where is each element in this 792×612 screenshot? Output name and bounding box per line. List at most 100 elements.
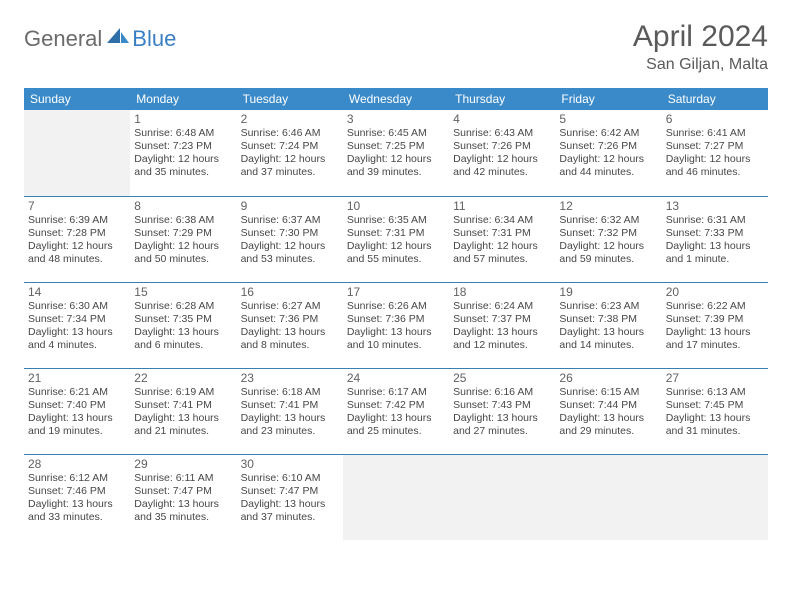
day-details: Sunrise: 6:48 AMSunset: 7:23 PMDaylight:…	[134, 127, 232, 180]
day-details: Sunrise: 6:18 AMSunset: 7:41 PMDaylight:…	[241, 386, 339, 439]
day-details: Sunrise: 6:39 AMSunset: 7:28 PMDaylight:…	[28, 214, 126, 267]
calendar-row: 28Sunrise: 6:12 AMSunset: 7:46 PMDayligh…	[24, 454, 768, 540]
empty-cell	[24, 110, 130, 196]
day-number: 20	[666, 285, 764, 299]
calendar-header-row: SundayMondayTuesdayWednesdayThursdayFrid…	[24, 88, 768, 110]
day-number: 18	[453, 285, 551, 299]
day-cell: 15Sunrise: 6:28 AMSunset: 7:35 PMDayligh…	[130, 282, 236, 368]
day-number: 15	[134, 285, 232, 299]
day-cell: 24Sunrise: 6:17 AMSunset: 7:42 PMDayligh…	[343, 368, 449, 454]
day-details: Sunrise: 6:12 AMSunset: 7:46 PMDaylight:…	[28, 472, 126, 525]
empty-cell	[343, 454, 449, 540]
day-number: 3	[347, 112, 445, 126]
day-cell: 25Sunrise: 6:16 AMSunset: 7:43 PMDayligh…	[449, 368, 555, 454]
day-number: 14	[28, 285, 126, 299]
day-number: 16	[241, 285, 339, 299]
day-number: 23	[241, 371, 339, 385]
day-details: Sunrise: 6:38 AMSunset: 7:29 PMDaylight:…	[134, 214, 232, 267]
weekday-header: Tuesday	[237, 88, 343, 110]
day-number: 13	[666, 199, 764, 213]
day-cell: 14Sunrise: 6:30 AMSunset: 7:34 PMDayligh…	[24, 282, 130, 368]
calendar-body: 1Sunrise: 6:48 AMSunset: 7:23 PMDaylight…	[24, 110, 768, 540]
day-details: Sunrise: 6:42 AMSunset: 7:26 PMDaylight:…	[559, 127, 657, 180]
day-details: Sunrise: 6:32 AMSunset: 7:32 PMDaylight:…	[559, 214, 657, 267]
day-details: Sunrise: 6:17 AMSunset: 7:42 PMDaylight:…	[347, 386, 445, 439]
logo-text-general: General	[24, 26, 102, 52]
day-number: 2	[241, 112, 339, 126]
day-cell: 29Sunrise: 6:11 AMSunset: 7:47 PMDayligh…	[130, 454, 236, 540]
logo-sail-icon	[107, 28, 129, 51]
day-details: Sunrise: 6:19 AMSunset: 7:41 PMDaylight:…	[134, 386, 232, 439]
day-details: Sunrise: 6:15 AMSunset: 7:44 PMDaylight:…	[559, 386, 657, 439]
day-details: Sunrise: 6:16 AMSunset: 7:43 PMDaylight:…	[453, 386, 551, 439]
day-cell: 26Sunrise: 6:15 AMSunset: 7:44 PMDayligh…	[555, 368, 661, 454]
day-cell: 17Sunrise: 6:26 AMSunset: 7:36 PMDayligh…	[343, 282, 449, 368]
empty-cell	[555, 454, 661, 540]
day-details: Sunrise: 6:23 AMSunset: 7:38 PMDaylight:…	[559, 300, 657, 353]
day-cell: 20Sunrise: 6:22 AMSunset: 7:39 PMDayligh…	[662, 282, 768, 368]
weekday-header: Saturday	[662, 88, 768, 110]
day-number: 30	[241, 457, 339, 471]
empty-cell	[449, 454, 555, 540]
day-cell: 4Sunrise: 6:43 AMSunset: 7:26 PMDaylight…	[449, 110, 555, 196]
day-details: Sunrise: 6:31 AMSunset: 7:33 PMDaylight:…	[666, 214, 764, 267]
day-details: Sunrise: 6:13 AMSunset: 7:45 PMDaylight:…	[666, 386, 764, 439]
weekday-header: Thursday	[449, 88, 555, 110]
day-cell: 9Sunrise: 6:37 AMSunset: 7:30 PMDaylight…	[237, 196, 343, 282]
day-number: 17	[347, 285, 445, 299]
day-number: 26	[559, 371, 657, 385]
day-cell: 2Sunrise: 6:46 AMSunset: 7:24 PMDaylight…	[237, 110, 343, 196]
calendar-row: 7Sunrise: 6:39 AMSunset: 7:28 PMDaylight…	[24, 196, 768, 282]
day-cell: 19Sunrise: 6:23 AMSunset: 7:38 PMDayligh…	[555, 282, 661, 368]
day-number: 1	[134, 112, 232, 126]
day-cell: 13Sunrise: 6:31 AMSunset: 7:33 PMDayligh…	[662, 196, 768, 282]
empty-cell	[662, 454, 768, 540]
day-details: Sunrise: 6:46 AMSunset: 7:24 PMDaylight:…	[241, 127, 339, 180]
calendar-row: 1Sunrise: 6:48 AMSunset: 7:23 PMDaylight…	[24, 110, 768, 196]
day-number: 9	[241, 199, 339, 213]
weekday-header: Monday	[130, 88, 236, 110]
day-details: Sunrise: 6:43 AMSunset: 7:26 PMDaylight:…	[453, 127, 551, 180]
day-cell: 11Sunrise: 6:34 AMSunset: 7:31 PMDayligh…	[449, 196, 555, 282]
day-number: 12	[559, 199, 657, 213]
day-cell: 10Sunrise: 6:35 AMSunset: 7:31 PMDayligh…	[343, 196, 449, 282]
day-number: 7	[28, 199, 126, 213]
day-cell: 7Sunrise: 6:39 AMSunset: 7:28 PMDaylight…	[24, 196, 130, 282]
day-details: Sunrise: 6:21 AMSunset: 7:40 PMDaylight:…	[28, 386, 126, 439]
day-number: 4	[453, 112, 551, 126]
day-cell: 5Sunrise: 6:42 AMSunset: 7:26 PMDaylight…	[555, 110, 661, 196]
day-number: 24	[347, 371, 445, 385]
day-number: 11	[453, 199, 551, 213]
day-details: Sunrise: 6:45 AMSunset: 7:25 PMDaylight:…	[347, 127, 445, 180]
day-cell: 1Sunrise: 6:48 AMSunset: 7:23 PMDaylight…	[130, 110, 236, 196]
calendar-row: 14Sunrise: 6:30 AMSunset: 7:34 PMDayligh…	[24, 282, 768, 368]
day-cell: 6Sunrise: 6:41 AMSunset: 7:27 PMDaylight…	[662, 110, 768, 196]
day-number: 21	[28, 371, 126, 385]
title-block: April 2024 San Giljan, Malta	[633, 20, 768, 74]
day-number: 29	[134, 457, 232, 471]
day-cell: 18Sunrise: 6:24 AMSunset: 7:37 PMDayligh…	[449, 282, 555, 368]
day-number: 22	[134, 371, 232, 385]
day-details: Sunrise: 6:37 AMSunset: 7:30 PMDaylight:…	[241, 214, 339, 267]
day-cell: 22Sunrise: 6:19 AMSunset: 7:41 PMDayligh…	[130, 368, 236, 454]
day-details: Sunrise: 6:35 AMSunset: 7:31 PMDaylight:…	[347, 214, 445, 267]
day-details: Sunrise: 6:10 AMSunset: 7:47 PMDaylight:…	[241, 472, 339, 525]
day-details: Sunrise: 6:26 AMSunset: 7:36 PMDaylight:…	[347, 300, 445, 353]
day-number: 19	[559, 285, 657, 299]
day-cell: 8Sunrise: 6:38 AMSunset: 7:29 PMDaylight…	[130, 196, 236, 282]
weekday-header: Wednesday	[343, 88, 449, 110]
page-header: General Blue April 2024 San Giljan, Malt…	[24, 20, 768, 74]
month-title: April 2024	[633, 20, 768, 54]
day-cell: 27Sunrise: 6:13 AMSunset: 7:45 PMDayligh…	[662, 368, 768, 454]
day-cell: 3Sunrise: 6:45 AMSunset: 7:25 PMDaylight…	[343, 110, 449, 196]
day-number: 10	[347, 199, 445, 213]
day-number: 25	[453, 371, 551, 385]
day-number: 28	[28, 457, 126, 471]
day-details: Sunrise: 6:41 AMSunset: 7:27 PMDaylight:…	[666, 127, 764, 180]
day-cell: 21Sunrise: 6:21 AMSunset: 7:40 PMDayligh…	[24, 368, 130, 454]
day-number: 27	[666, 371, 764, 385]
weekday-header: Sunday	[24, 88, 130, 110]
day-cell: 28Sunrise: 6:12 AMSunset: 7:46 PMDayligh…	[24, 454, 130, 540]
day-details: Sunrise: 6:34 AMSunset: 7:31 PMDaylight:…	[453, 214, 551, 267]
logo: General Blue	[24, 26, 176, 52]
